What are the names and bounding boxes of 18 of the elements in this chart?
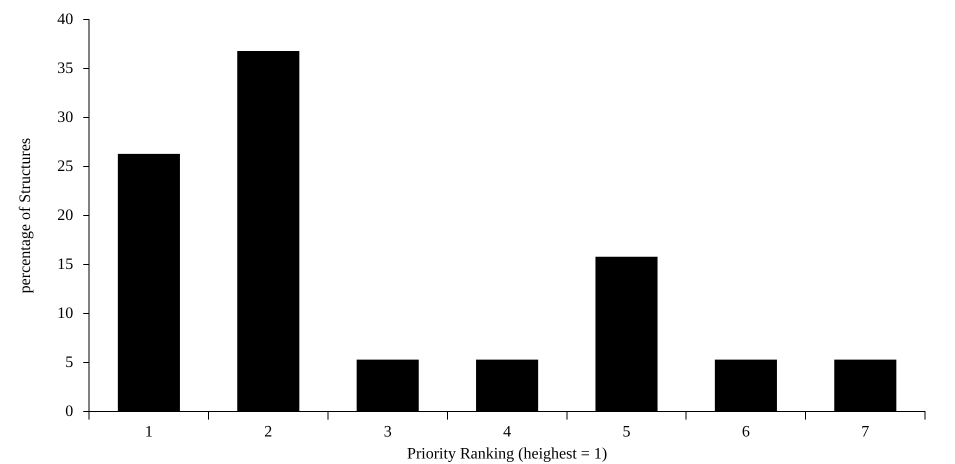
y-axis-title: percentage of Structures [16, 138, 34, 294]
x-axis-title: Priority Ranking (heighest = 1) [407, 446, 608, 463]
y-tick-label: 35 [57, 60, 74, 77]
x-tick-label: 1 [144, 423, 153, 440]
x-tick-label: 2 [264, 423, 272, 440]
x-tick-label: 4 [503, 423, 512, 440]
x-tick-label: 3 [384, 423, 392, 440]
y-tick-label: 25 [57, 158, 74, 175]
x-tick-label: 6 [742, 423, 750, 440]
y-tick-label: 0 [65, 402, 74, 420]
x-tick-label: 5 [622, 423, 630, 440]
x-tick-label: 7 [861, 423, 870, 440]
y-tick-label: 10 [57, 304, 74, 322]
y-tick-label: 30 [57, 108, 74, 126]
y-tick-label: 40 [57, 10, 74, 28]
y-tick-label: 15 [57, 256, 74, 273]
y-tick-label: 20 [57, 206, 74, 224]
y-tick-label: 5 [65, 354, 74, 371]
